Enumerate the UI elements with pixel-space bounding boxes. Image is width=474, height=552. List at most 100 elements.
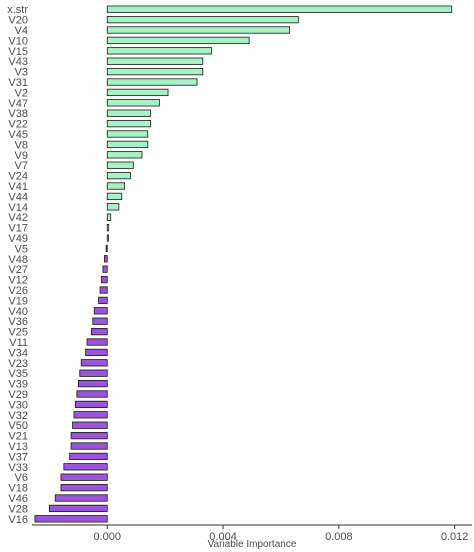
category-label: V22 bbox=[8, 119, 28, 131]
category-label: V16 bbox=[8, 514, 28, 526]
bar-v23 bbox=[80, 359, 108, 367]
bar-v48 bbox=[103, 255, 108, 263]
category-label: V30 bbox=[8, 399, 28, 411]
x-axis-ticks: 0.000 0.004 0.008 0.012 bbox=[93, 525, 468, 543]
bar-v43 bbox=[106, 57, 204, 65]
bar-v45 bbox=[106, 130, 149, 138]
category-label: V3 bbox=[15, 67, 28, 79]
bar-v29 bbox=[76, 390, 108, 398]
category-label: V25 bbox=[8, 327, 28, 339]
x-tick-label: 0.008 bbox=[325, 531, 353, 543]
bar-v20 bbox=[106, 15, 299, 24]
x-tick-label: 0.000 bbox=[93, 531, 121, 543]
bar-v19 bbox=[98, 296, 108, 305]
bar-v28 bbox=[48, 504, 108, 513]
category-label: V29 bbox=[8, 389, 28, 401]
bar-v40 bbox=[93, 307, 108, 315]
category-label: V38 bbox=[8, 108, 28, 120]
category-label: V41 bbox=[8, 181, 28, 193]
x-tick-label: 0.004 bbox=[209, 531, 237, 543]
category-label: V7 bbox=[15, 160, 28, 172]
bar-v6 bbox=[60, 473, 108, 481]
bar-v39 bbox=[77, 379, 108, 388]
category-label: V35 bbox=[8, 368, 28, 380]
bar-v32 bbox=[73, 411, 108, 419]
bar-v38 bbox=[106, 109, 152, 117]
bar-v12 bbox=[101, 275, 108, 284]
category-label: V44 bbox=[8, 191, 28, 203]
category-label: V28 bbox=[8, 503, 28, 515]
category-label: V21 bbox=[8, 431, 28, 443]
bar-v37 bbox=[69, 452, 108, 461]
bar-v30 bbox=[75, 400, 108, 409]
bar-v16 bbox=[34, 515, 108, 523]
category-label: V46 bbox=[8, 493, 28, 505]
category-label: V4 bbox=[15, 25, 28, 37]
bar-v14 bbox=[106, 203, 120, 211]
bar-v50 bbox=[72, 421, 108, 429]
category-label: V14 bbox=[8, 202, 28, 214]
bar-x-str bbox=[106, 5, 453, 13]
category-label: V33 bbox=[8, 462, 28, 474]
category-labels: x.strV20V4V10V15V43V3V31V2V47V38V22V45V8… bbox=[7, 4, 28, 526]
category-label: V11 bbox=[9, 337, 28, 349]
category-label: V42 bbox=[8, 212, 28, 224]
category-label: V47 bbox=[8, 98, 28, 110]
category-label: V17 bbox=[8, 223, 28, 235]
bar-v25 bbox=[90, 327, 108, 336]
category-label: V12 bbox=[8, 275, 28, 287]
bar-v49 bbox=[106, 234, 109, 242]
bar-v22 bbox=[106, 119, 152, 128]
bar-v4 bbox=[106, 26, 291, 34]
bar-v36 bbox=[92, 317, 108, 325]
category-label: V6 bbox=[15, 472, 28, 484]
bar-v26 bbox=[99, 286, 108, 294]
category-label: V10 bbox=[8, 35, 28, 47]
category-label: V37 bbox=[8, 451, 28, 463]
category-label: V18 bbox=[8, 483, 28, 495]
bar-v21 bbox=[70, 431, 108, 440]
category-label: V31 bbox=[8, 77, 28, 89]
category-label: V23 bbox=[8, 358, 28, 370]
bar-v10 bbox=[106, 36, 250, 45]
bar-v8 bbox=[106, 140, 149, 149]
category-label: V2 bbox=[15, 87, 28, 99]
category-label: V36 bbox=[8, 316, 28, 328]
category-label: V32 bbox=[8, 410, 28, 422]
bar-v13 bbox=[70, 442, 108, 450]
category-label: V34 bbox=[8, 347, 28, 359]
bar-v3 bbox=[106, 67, 204, 76]
bar-v46 bbox=[54, 494, 108, 502]
bar-v5 bbox=[105, 244, 108, 253]
bar-v7 bbox=[106, 161, 134, 169]
bar-v9 bbox=[106, 151, 143, 159]
category-label: V40 bbox=[8, 306, 28, 318]
category-label: V24 bbox=[8, 171, 28, 183]
bars-group bbox=[34, 5, 453, 523]
bar-v42 bbox=[106, 213, 112, 221]
x-tick-label: 0.012 bbox=[441, 531, 469, 543]
bar-v27 bbox=[102, 265, 108, 273]
bar-v44 bbox=[106, 192, 123, 201]
bar-v31 bbox=[106, 78, 198, 86]
category-label: V50 bbox=[8, 420, 28, 432]
category-label: V48 bbox=[8, 254, 28, 266]
category-label: V13 bbox=[8, 441, 28, 453]
bar-v2 bbox=[106, 88, 169, 97]
category-label: V15 bbox=[8, 46, 28, 58]
category-label: V20 bbox=[8, 15, 28, 27]
category-label: V39 bbox=[8, 379, 28, 391]
bar-v18 bbox=[60, 483, 108, 492]
bar-v34 bbox=[85, 348, 108, 357]
category-label: V43 bbox=[8, 56, 28, 68]
bar-v33 bbox=[63, 463, 108, 471]
category-label: V26 bbox=[8, 285, 28, 297]
bar-v35 bbox=[79, 369, 108, 377]
bar-v24 bbox=[106, 171, 131, 180]
category-label: V45 bbox=[8, 129, 28, 141]
category-label: V49 bbox=[8, 233, 28, 245]
category-label: V27 bbox=[8, 264, 28, 276]
category-label: V8 bbox=[15, 139, 28, 151]
bar-v17 bbox=[106, 223, 110, 232]
